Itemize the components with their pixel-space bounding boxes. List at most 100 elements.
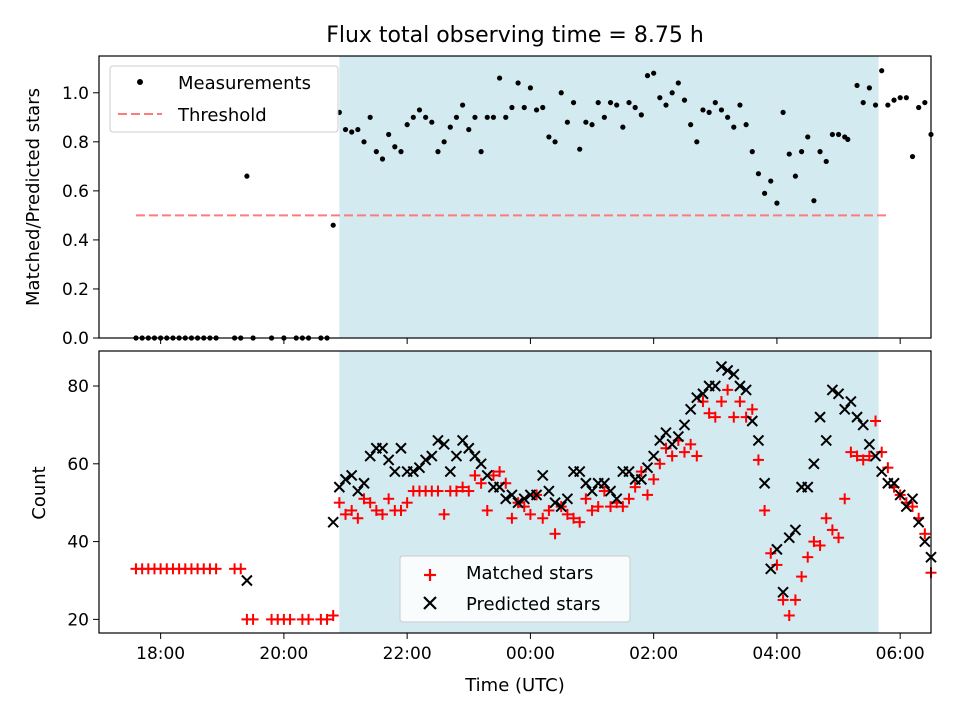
matched-star-point xyxy=(592,501,604,513)
predicted-star-point xyxy=(900,500,913,513)
measurement-point xyxy=(564,119,570,125)
measurement-point xyxy=(472,114,478,120)
matched-star-point xyxy=(715,396,727,408)
top-legend: Measurements Threshold xyxy=(109,65,339,133)
x-tick-label: 04:00 xyxy=(752,644,801,664)
bottom-y-tick-label: 60 xyxy=(67,455,89,475)
measurement-point xyxy=(829,131,835,138)
measurement-point xyxy=(632,104,638,111)
measurement-point xyxy=(496,75,503,81)
top-y-axis-label: Matched/Predicted stars xyxy=(23,88,44,306)
predicted-star-point xyxy=(728,368,740,381)
predicted-star-point xyxy=(875,465,888,478)
measurement-point xyxy=(441,139,447,145)
matched-star-point xyxy=(235,563,247,575)
measurement-point xyxy=(620,124,626,130)
measurement-point xyxy=(872,102,879,108)
matched-star-point xyxy=(734,396,746,408)
predicted-star-point xyxy=(500,493,512,505)
predicted-star-point xyxy=(580,477,592,489)
legend-threshold-label: Threshold xyxy=(177,105,267,126)
predicted-star-point xyxy=(715,360,728,373)
matched-star-point xyxy=(728,411,740,423)
matched-star-point xyxy=(919,528,931,540)
measurement-point xyxy=(349,129,355,135)
matched-star-point xyxy=(340,508,352,520)
measurement-point xyxy=(762,190,768,196)
measurement-point xyxy=(546,134,552,140)
predicted-star-point xyxy=(869,450,882,462)
predicted-star-point xyxy=(684,403,697,416)
predicted-star-point xyxy=(691,391,703,404)
measurement-point xyxy=(780,109,786,115)
legend-matched-marker xyxy=(424,569,436,581)
predicted-star-point xyxy=(777,586,789,598)
measurement-point xyxy=(768,178,774,184)
predicted-star-point xyxy=(857,419,869,431)
legend-predicted-marker xyxy=(423,596,437,610)
measurement-point xyxy=(577,146,583,152)
predicted-star-point xyxy=(765,563,777,575)
predicted-star-point xyxy=(475,458,487,470)
measurement-point xyxy=(731,124,737,130)
measurement-point xyxy=(725,114,731,120)
top-x-ticks xyxy=(160,338,901,344)
matched-star-point xyxy=(358,493,370,505)
measurement-point xyxy=(330,222,336,228)
predicted-stars-points xyxy=(241,360,937,598)
predicted-star-point xyxy=(845,395,857,408)
matched-star-point xyxy=(857,454,869,466)
measurement-point xyxy=(706,109,712,115)
measurement-point xyxy=(386,131,392,138)
measurement-point xyxy=(669,90,675,96)
measurement-point xyxy=(823,158,829,165)
measurement-point xyxy=(792,173,799,179)
predicted-star-point xyxy=(783,531,795,544)
measurement-point xyxy=(700,107,706,113)
predicted-star-point xyxy=(894,489,906,501)
top-panel: 0.0 0.2 0.4 0.6 0.8 1.0 Matched/Predicted sta… xyxy=(23,55,934,349)
bottom-y-tick-label: 40 xyxy=(67,533,89,553)
measurement-point xyxy=(583,119,589,125)
matched-star-point xyxy=(666,450,678,462)
predicted-star-point xyxy=(839,403,851,416)
measurement-point xyxy=(860,99,866,106)
bottom-y-axis-label: Count xyxy=(29,466,50,519)
bottom-legend: Matched stars Predicted stars xyxy=(399,555,631,623)
predicted-star-point xyxy=(574,465,586,478)
predicted-star-point xyxy=(752,434,765,447)
predicted-star-point xyxy=(906,493,919,505)
predicted-star-point xyxy=(654,434,666,447)
measurement-point xyxy=(712,99,718,106)
measurement-point xyxy=(367,114,373,120)
top-legend-box xyxy=(109,65,339,133)
measurement-point xyxy=(897,95,903,101)
matched-star-point xyxy=(777,594,789,606)
measurement-point xyxy=(466,126,472,133)
matched-star-point xyxy=(851,450,863,462)
predicted-star-point xyxy=(697,388,709,400)
predicted-star-point xyxy=(512,496,524,509)
measurement-point xyxy=(601,114,607,120)
bottom-panel: 20 40 60 80 18:00 20:00 22:00 00:00 02:00 04:00 0… xyxy=(29,350,937,696)
top-y-tick-label: 0.6 xyxy=(62,182,89,202)
predicted-star-point xyxy=(543,485,555,497)
measurement-point xyxy=(533,107,540,113)
matched-star-point xyxy=(870,415,882,427)
measurement-point xyxy=(688,122,694,128)
measurement-point xyxy=(879,68,885,74)
predicted-star-point xyxy=(241,574,253,587)
predicted-star-point xyxy=(389,465,401,478)
matched-star-point xyxy=(605,501,617,513)
matched-star-point xyxy=(370,504,382,516)
matched-star-point xyxy=(537,512,549,524)
measurement-point xyxy=(626,99,632,106)
matched-star-point xyxy=(568,512,580,524)
matched-star-point xyxy=(746,403,758,415)
predicted-star-point xyxy=(672,430,685,443)
top-y-tick-label: 0.2 xyxy=(62,280,89,300)
bottom-y-ticks: 20 40 60 80 xyxy=(67,377,99,630)
measurement-point xyxy=(355,126,361,133)
measurement-point xyxy=(552,139,558,145)
measurement-point xyxy=(503,114,509,120)
